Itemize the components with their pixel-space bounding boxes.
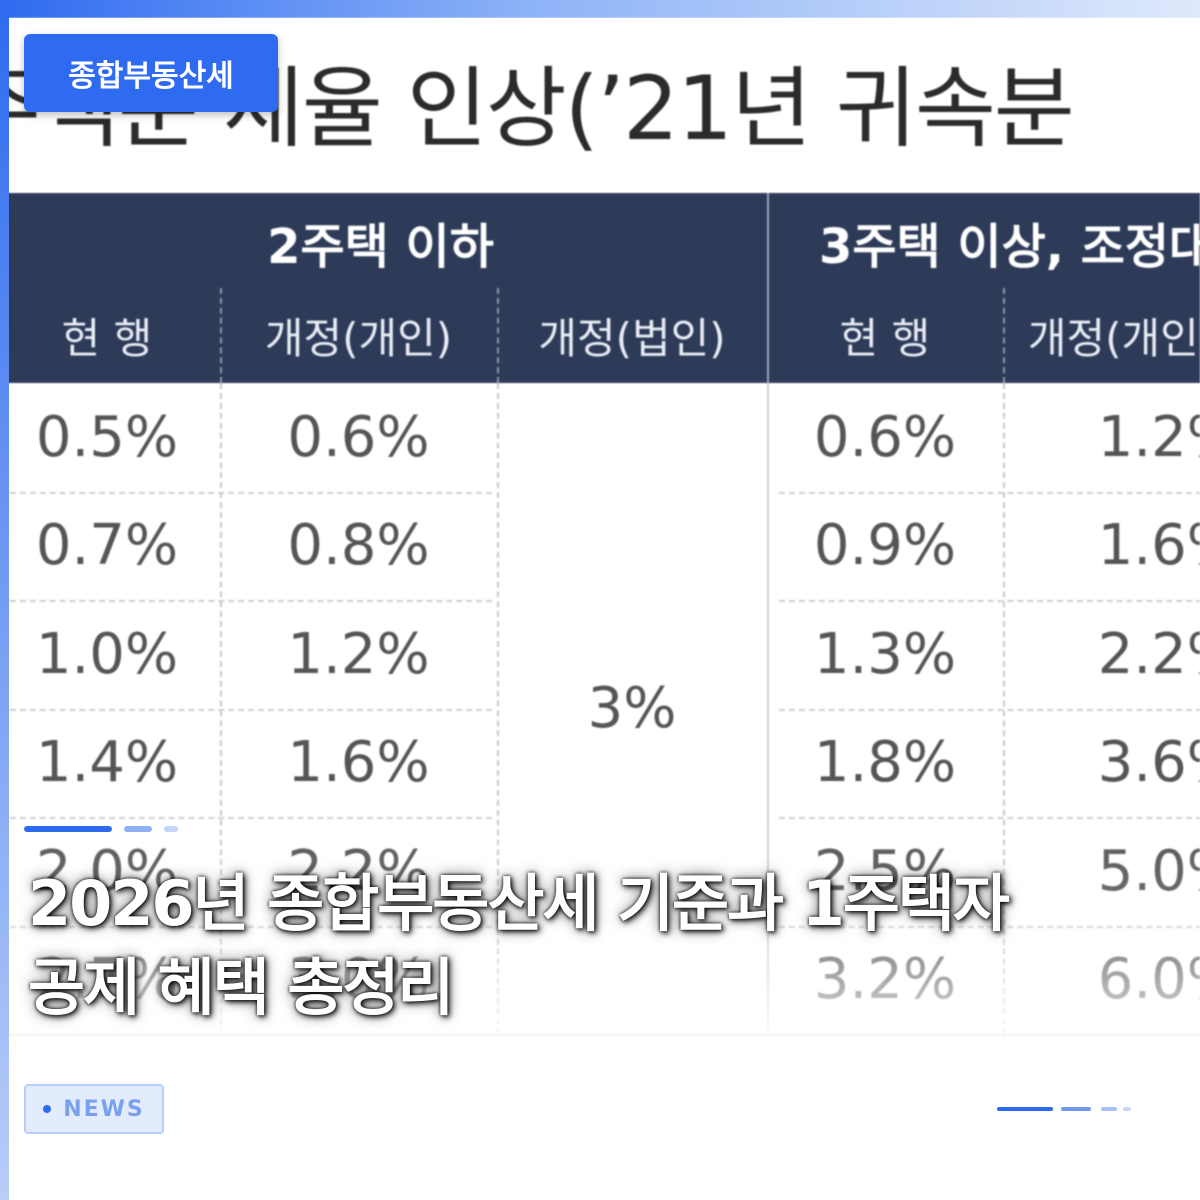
table-cell: 1.6% [1097,513,1200,579]
pager-item[interactable] [1061,1107,1091,1111]
row-divider [779,491,1200,494]
column-header: 개정(법인) [538,314,726,363]
pager-item[interactable] [1101,1107,1117,1111]
table-cell: 0.7% [35,513,179,579]
group-divider [767,193,769,383]
row-divider [0,708,492,711]
table-cell: 1.2% [287,621,430,687]
column-divider [1003,383,1005,1034]
group-header: 3주택 이상, 조정대상 [819,219,1200,275]
column-header: 현 행 [61,314,153,363]
table-cell: 3.6% [1097,730,1200,796]
table-cell: 1.4% [35,730,179,796]
table-cell: 1.3% [813,621,957,687]
column-header: 개정(개인) [264,314,453,363]
table-cell: 0.5% [35,404,179,470]
table-cell: 0.9% [813,513,957,579]
tag-dot [43,1105,52,1113]
header-divider [1003,288,1005,383]
pager-item[interactable] [1123,1107,1131,1111]
row-divider [779,708,1200,711]
table-header [0,193,1200,383]
column-divider [220,383,222,1034]
table-cell: 1.8% [813,730,957,796]
pager-active[interactable] [997,1107,1053,1111]
table-cell: 0.6% [287,404,430,470]
table-cell: 0.8% [287,513,430,579]
tag-text: NEWS [63,1096,145,1122]
row-divider [779,600,1200,602]
group-header: 2주택 이하 [267,219,494,275]
table-cell: 1.2% [1097,404,1200,470]
table-cell: 2.2% [1097,621,1200,687]
row-divider [0,600,492,602]
dot[interactable] [164,826,178,832]
row-divider [0,491,492,494]
headline: 2026년 종합부동산세 기준과 1주택자 공제 혜택 총정리 [28,862,1010,1030]
column-header: 개정(개인) [1027,314,1200,363]
headline-line: 2026년 종합부동산세 기준과 1주택자 [28,867,1010,940]
column-header: 현 행 [839,314,931,363]
category-badge: 종합부동산세 [24,34,278,112]
group-divider [767,383,769,1034]
fade-overlay [0,800,1200,1200]
header-divider [220,288,222,383]
top-bar [0,0,1200,18]
column-divider [497,383,499,1034]
dot-active[interactable] [24,826,112,832]
left-bar [0,0,9,1200]
news-tag: NEWS [24,1084,164,1134]
headline-line: 공제 혜택 총정리 [28,951,454,1024]
table-cell: 0.6% [813,404,957,470]
table-cell: 1.6% [287,730,430,796]
table-cell: 1.0% [35,621,179,687]
merged-cell: 3% [587,676,677,741]
header-divider [497,288,499,383]
dot[interactable] [124,826,152,832]
